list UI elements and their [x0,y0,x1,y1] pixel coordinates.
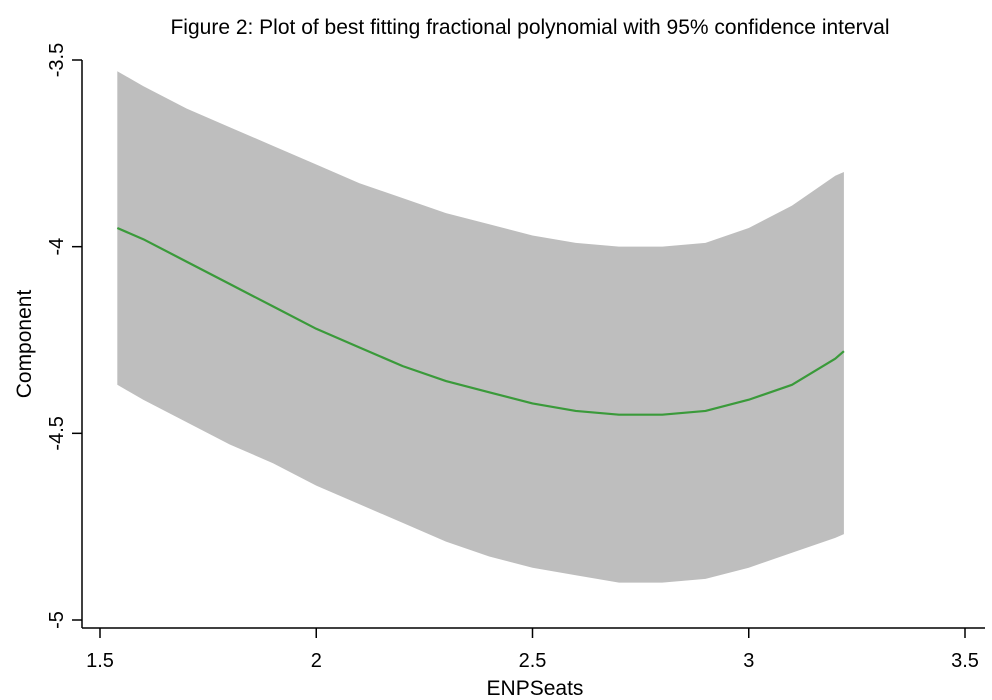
y-tick-label: -4 [46,238,68,256]
chart-title: Figure 2: Plot of best fitting fractiona… [170,16,889,39]
y-axis-label: Component [13,290,36,399]
fit-line-layer [116,226,845,416]
x-tick-label: 3.5 [951,650,979,672]
x-tick-label: 2 [311,650,322,672]
fit-line [116,226,845,416]
confidence-band-layer [117,71,844,583]
x-axis-label: ENPSeats [487,677,584,700]
y-tick-label: -5 [46,611,68,629]
x-tick-label: 3 [743,650,754,672]
y-tick-label: -4.5 [46,416,68,450]
x-axis-ticks: 1.5 2 2.5 3 3.5 [86,628,979,672]
confidence-interval-band [117,71,844,583]
y-axis-ticks: -5 -4.5 -4 -3.5 [46,43,82,629]
y-tick-label: -3.5 [46,43,68,77]
x-tick-label: 1.5 [86,650,114,672]
x-tick-label: 2.5 [519,650,547,672]
